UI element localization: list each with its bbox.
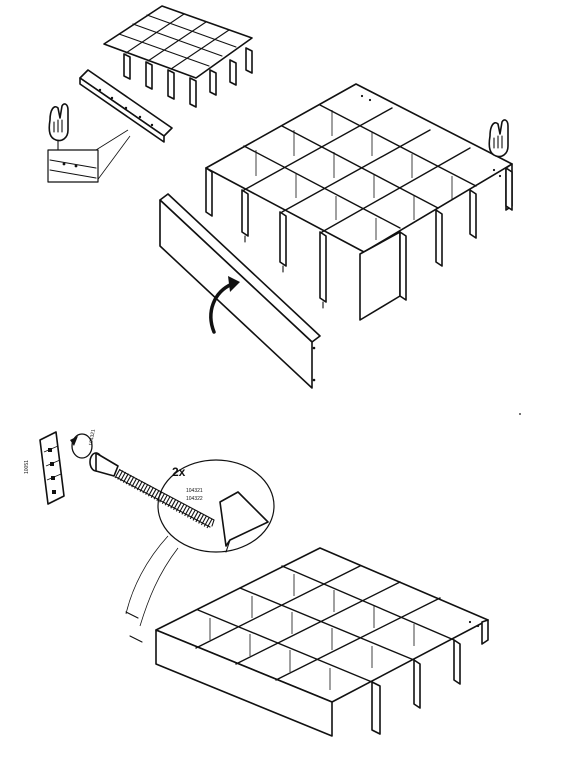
rotate-arrow-icon: 104321 [70,429,97,459]
quantity-label: 2x [172,465,186,479]
side-panel-small [79,69,173,143]
hand-pointing-icon [48,103,69,151]
side-panel-large [159,193,321,389]
hand-pointing-icon-right [488,119,509,158]
detail-magnifier: 2x 104321 104322 [125,459,275,627]
main-shelf-grid-upper [205,83,513,321]
main-shelf-grid-lower [125,547,489,737]
dowel-screw-icon [89,452,215,529]
stray-mark [519,413,521,415]
arrow-curved-icon [209,276,240,334]
thread-line [206,518,213,529]
part-label-a: 104321 [186,488,203,494]
detail-zoom-box [47,129,131,183]
overview-shelf-small [103,5,253,108]
tool-label: 10051 [24,460,30,474]
hex-key-icon: 10051 [24,431,65,505]
part-label-b: 104322 [186,496,203,502]
part-label-top: 104321 [88,429,97,447]
